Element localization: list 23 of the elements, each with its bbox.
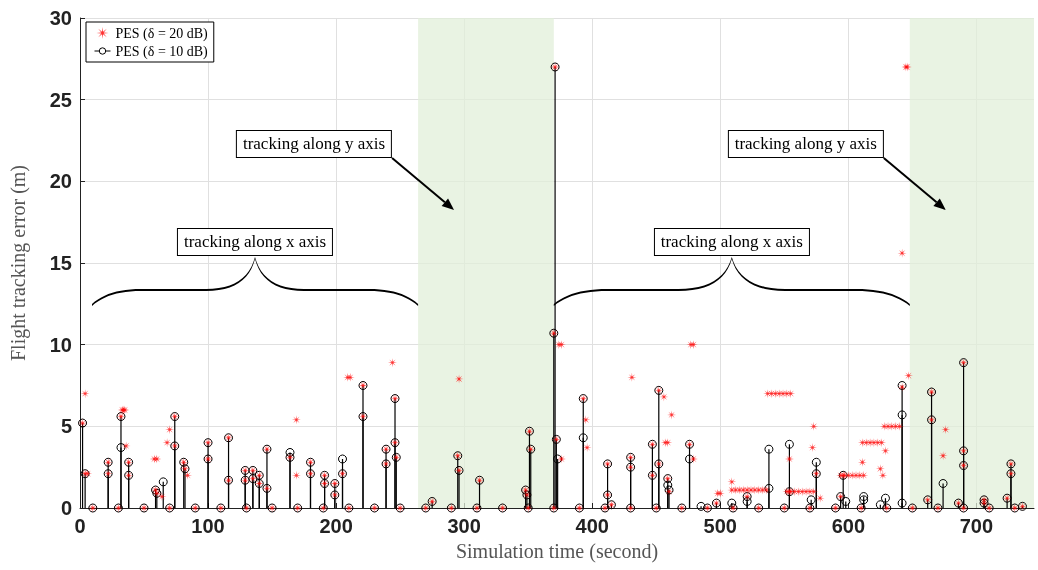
x-axis-title: Simulation time (second) bbox=[455, 539, 659, 563]
x-tick-label: 600 bbox=[831, 515, 866, 537]
x-tick-label: 400 bbox=[575, 515, 609, 537]
y-tick-label: 25 bbox=[49, 88, 72, 111]
annotation: tracking along x axis bbox=[653, 228, 810, 256]
x-tick-label: 700 bbox=[959, 515, 994, 537]
x-tick-label: 200 bbox=[319, 515, 353, 537]
y-axis-title: Flight tracking error (m) bbox=[7, 164, 30, 362]
annotation: tracking along x axis bbox=[176, 228, 334, 256]
y-tick-label: 20 bbox=[49, 170, 72, 193]
x-tick-label: 100 bbox=[191, 515, 225, 537]
x-tick-label: 0 bbox=[74, 515, 86, 537]
y-tick-label: 5 bbox=[60, 415, 72, 438]
annotation: tracking along y axis bbox=[727, 130, 884, 158]
annotation: tracking along y axis bbox=[235, 130, 393, 158]
y-tick-label: 10 bbox=[49, 333, 72, 356]
legend-label: PES (δ = 10 dB) bbox=[115, 43, 209, 60]
y-tick-label: 30 bbox=[49, 7, 72, 29]
x-tick-label: 300 bbox=[447, 515, 481, 537]
y-tick-label: 0 bbox=[60, 497, 72, 519]
legend-label: PES (δ = 20 dB) bbox=[115, 25, 209, 42]
y-tick-label: 15 bbox=[49, 252, 72, 274]
x-tick-label: 500 bbox=[703, 515, 737, 537]
